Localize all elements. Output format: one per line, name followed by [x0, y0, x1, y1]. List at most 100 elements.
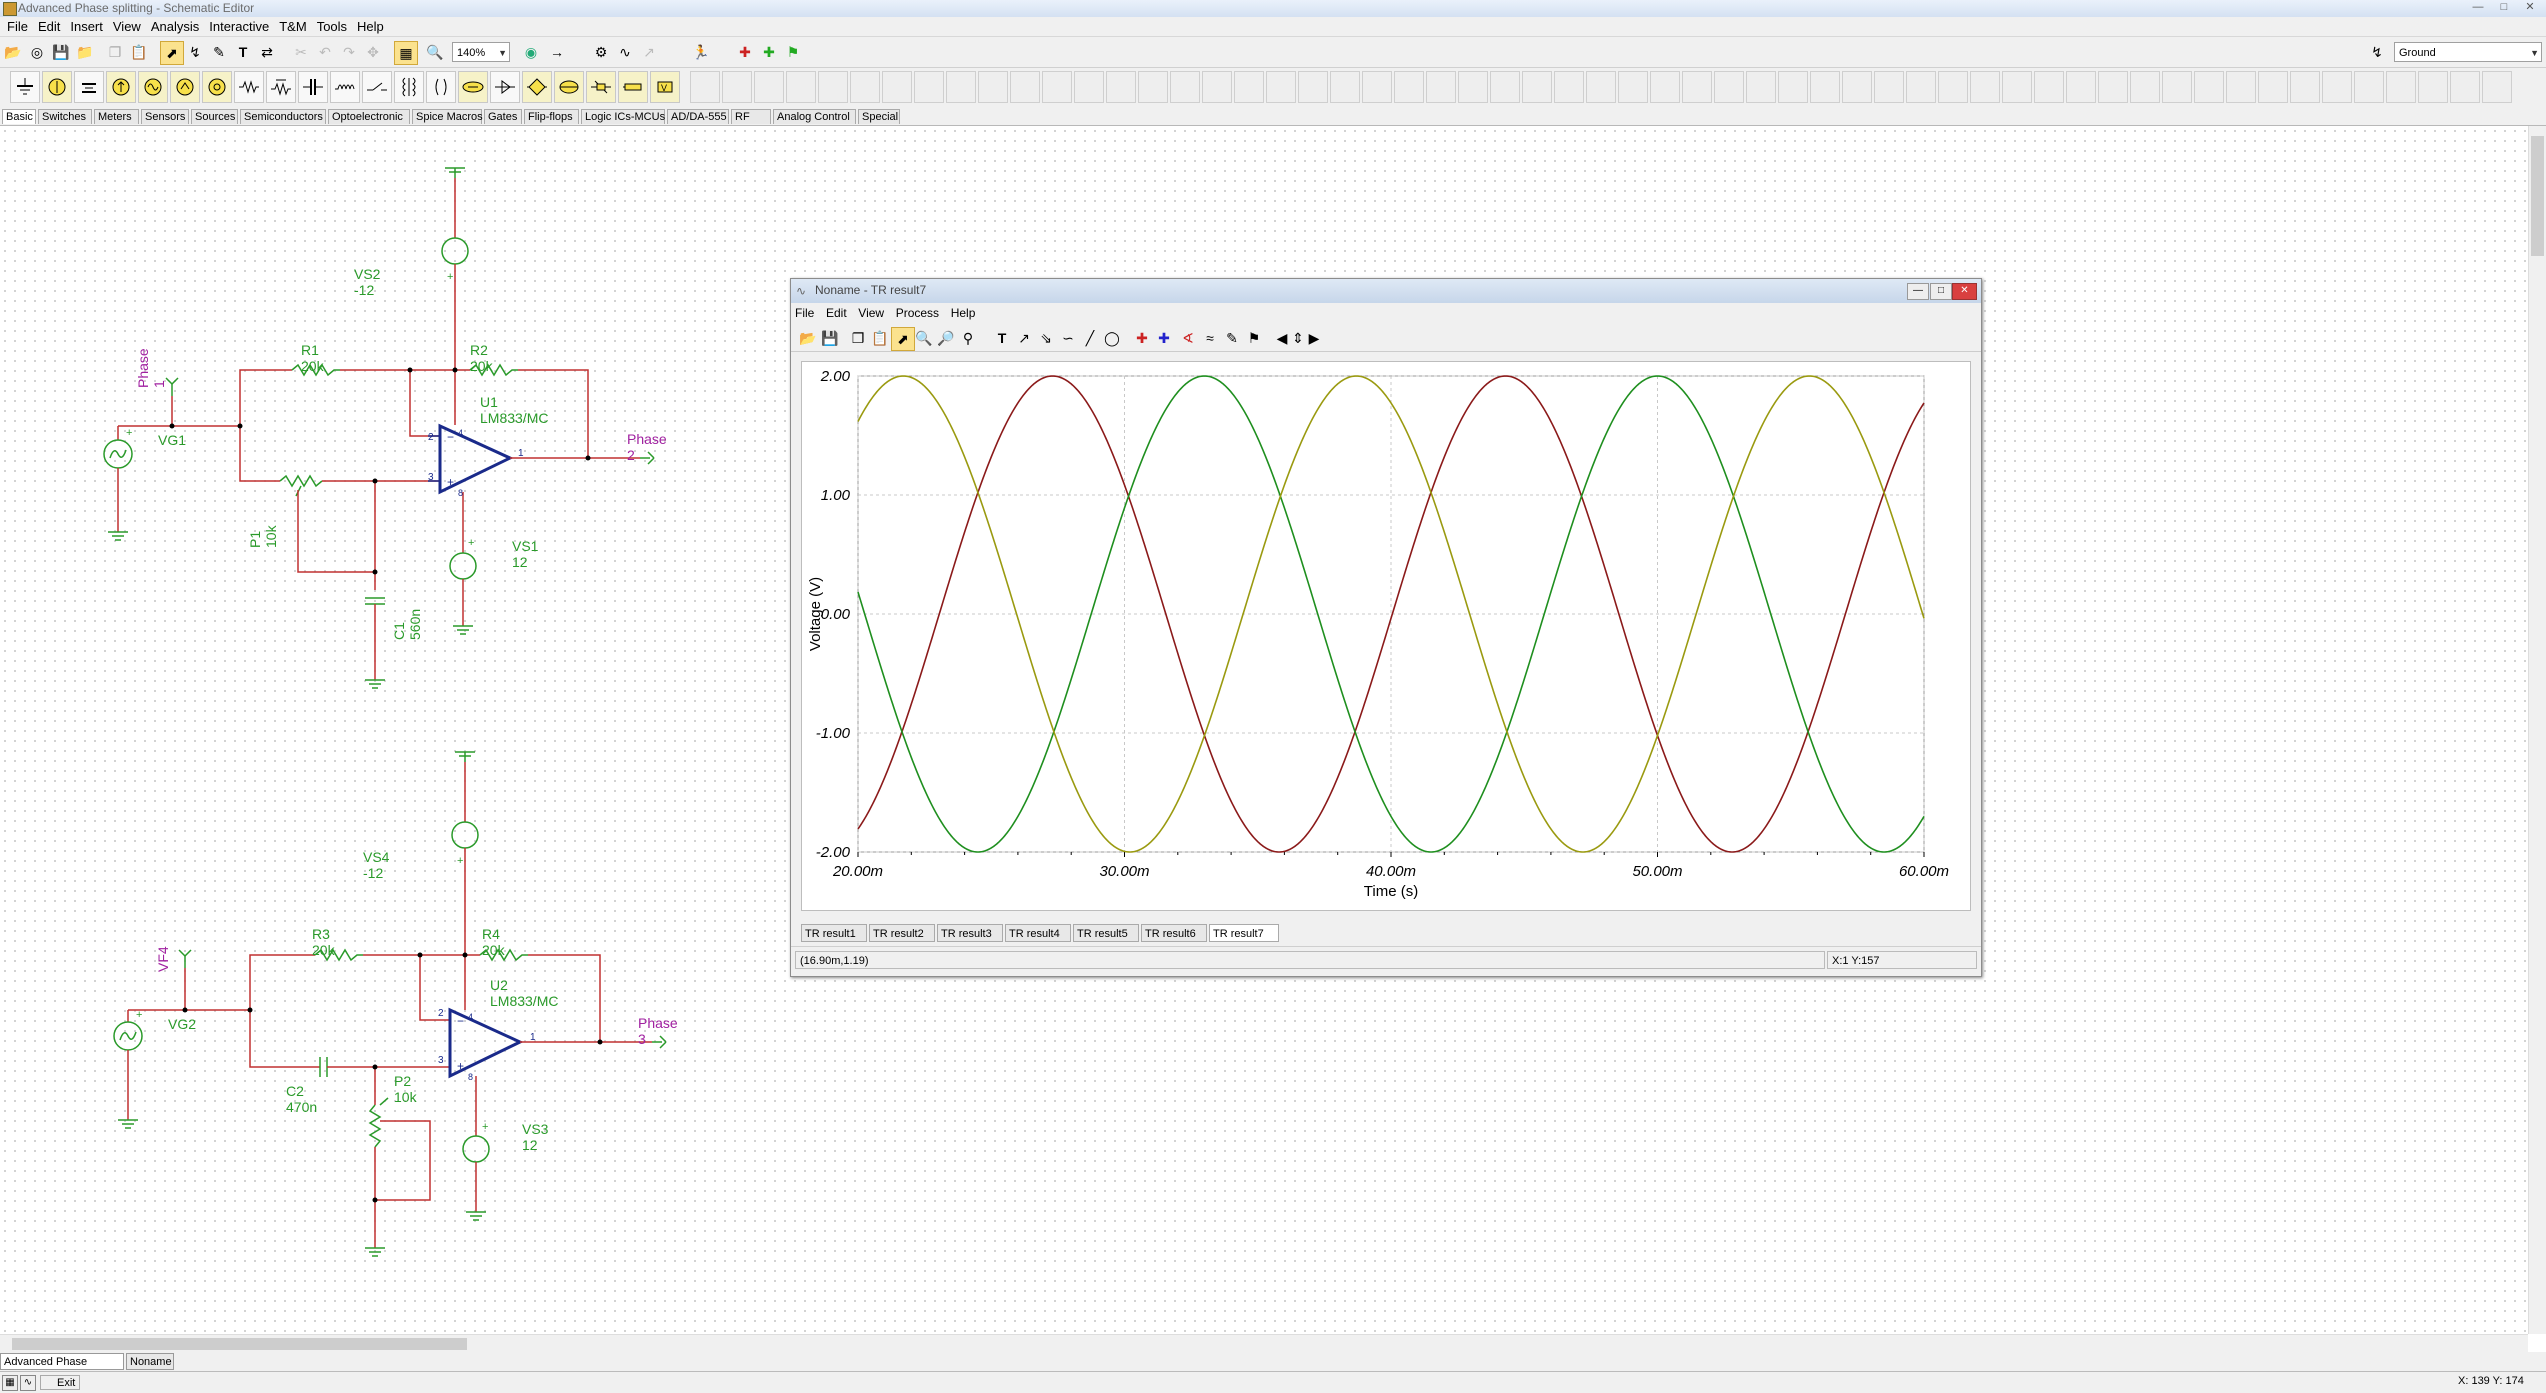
tab-tr-result3[interactable]: TR result3	[937, 924, 1003, 942]
menu-tm[interactable]: T&M	[279, 19, 307, 34]
tab-ad-da[interactable]: AD/DA-555	[667, 109, 729, 124]
tab-tr-result4[interactable]: TR result4	[1005, 924, 1071, 942]
run-icon[interactable]: 🏃	[692, 43, 710, 60]
text-icon[interactable]: T	[238, 44, 248, 60]
bulb-component-icon[interactable]	[554, 71, 584, 103]
tab-semiconductors[interactable]: Semiconductors	[240, 109, 326, 124]
capacitor-component-icon[interactable]	[298, 71, 328, 103]
tr-paste-icon[interactable]: 📋	[871, 329, 889, 346]
horizontal-scrollbar[interactable]	[0, 1334, 2528, 1353]
tab-tr-result7[interactable]: TR result7	[1209, 924, 1279, 942]
tr-zoom-out-icon[interactable]: 🔎	[937, 329, 955, 346]
tr-flag-icon[interactable]: ⚑	[1247, 329, 1261, 346]
r2-resistor[interactable]	[469, 363, 518, 377]
lamp-component-icon[interactable]	[522, 71, 552, 103]
tab-logic-ics[interactable]: Logic ICs-MCUs	[581, 109, 665, 124]
open-folder-icon[interactable]: 📂	[4, 43, 22, 60]
open-web-icon[interactable]: ◎	[30, 43, 44, 60]
tr-menu-view[interactable]: View	[858, 306, 885, 320]
move-icon[interactable]: ✥	[367, 43, 379, 60]
p1-potentiometer[interactable]	[279, 474, 323, 497]
r4-resistor[interactable]	[479, 948, 528, 962]
vs4-source[interactable]	[451, 821, 479, 849]
tr-line-icon[interactable]: ╱	[1085, 329, 1095, 346]
cut-icon[interactable]: ✂	[295, 43, 307, 60]
tab-flip-flops[interactable]: Flip-flops	[524, 109, 579, 124]
menu-tools[interactable]: Tools	[316, 19, 348, 34]
minimize-button[interactable]: —	[2472, 1, 2484, 13]
controlled-source-component-icon[interactable]	[170, 71, 200, 103]
probe-icon[interactable]: →	[550, 44, 564, 60]
meter-component-icon[interactable]	[458, 71, 488, 103]
zoom-icon[interactable]: 🔍	[426, 43, 444, 60]
tr-arrow-icon[interactable]: ↗	[1018, 329, 1030, 346]
r1-resistor[interactable]	[291, 363, 340, 377]
maximize-button[interactable]: □	[2500, 1, 2508, 13]
menu-insert[interactable]: Insert	[70, 19, 103, 34]
marker-green-icon[interactable]: ✚	[763, 43, 775, 60]
tr-menu-help[interactable]: Help	[950, 306, 976, 320]
close-button[interactable]: ✕	[2525, 1, 2535, 13]
switch-component-icon[interactable]	[362, 71, 392, 103]
tr-cursor-a-icon[interactable]: ✚	[1136, 329, 1148, 346]
tr-next-icon[interactable]: ▶	[1308, 329, 1320, 346]
tr-text-icon[interactable]: T	[997, 330, 1007, 346]
label-icon[interactable]: ⇄	[261, 43, 273, 60]
potentiometer-component-icon[interactable]	[266, 71, 296, 103]
menu-edit[interactable]: Edit	[37, 19, 61, 34]
vertical-scrollbar[interactable]	[2528, 126, 2546, 1334]
current-source-component-icon[interactable]	[106, 71, 136, 103]
generator-component-icon[interactable]	[138, 71, 168, 103]
tab-basic[interactable]: Basic	[2, 109, 36, 124]
vs1-source[interactable]	[449, 552, 477, 580]
pen-icon[interactable]: ✎	[213, 43, 225, 60]
tab-special[interactable]: Special	[858, 109, 900, 124]
tr-prev-icon[interactable]: ◀	[1276, 329, 1288, 346]
save-as-icon[interactable]: 📁	[76, 43, 94, 60]
tr-updown-icon[interactable]: ⇕	[1292, 329, 1304, 346]
c2-capacitor[interactable]	[319, 1057, 328, 1077]
diode-component-icon[interactable]	[490, 71, 520, 103]
tab-rf[interactable]: RF	[731, 109, 771, 124]
tr-menu-edit[interactable]: Edit	[825, 306, 847, 320]
paste-icon[interactable]: 📋	[130, 43, 148, 60]
tr-menu-file[interactable]: File	[795, 306, 815, 320]
u1-opamp[interactable]: − +	[428, 423, 514, 495]
dc-analysis-icon[interactable]: ⚙	[594, 43, 608, 60]
menu-file[interactable]: File	[7, 19, 28, 34]
schematic-mode-icon[interactable]: ▦	[2, 1375, 18, 1391]
tr-open-icon[interactable]: 📂	[799, 329, 817, 346]
ground-component-icon[interactable]	[10, 71, 40, 103]
doc-tab-advanced-phase-splitting[interactable]: Advanced Phase splitting	[0, 1353, 124, 1385]
vs2-source[interactable]	[441, 237, 469, 265]
copy-icon[interactable]: ❐	[108, 43, 122, 60]
ammeter-component-icon[interactable]	[618, 71, 648, 103]
tab-gates[interactable]: Gates	[484, 109, 522, 124]
undo-icon[interactable]: ↶	[319, 43, 331, 60]
tr-label-icon[interactable]: ⇘	[1040, 329, 1052, 346]
menu-analysis[interactable]: Analysis	[150, 19, 200, 34]
voltage-source-component-icon[interactable]	[42, 71, 72, 103]
tr-curve-icon[interactable]: ∽	[1062, 329, 1074, 346]
tr-result-window[interactable]: ∿ Noname - TR result7 — □ ✕ File Edit Vi…	[790, 278, 1982, 977]
node-select[interactable]: Ground ▼	[2394, 42, 2542, 62]
tab-tr-result2[interactable]: TR result2	[869, 924, 935, 942]
tab-switches[interactable]: Switches	[38, 109, 92, 124]
tr-select-icon[interactable]: ⬈	[891, 327, 915, 351]
tab-spice-macros[interactable]: Spice Macros	[412, 109, 483, 124]
tr-close-button[interactable]: ✕	[1952, 283, 1977, 300]
tr-window-title-bar[interactable]: ∿ Noname - TR result7 — □ ✕	[791, 279, 1981, 303]
tr-zoom-in-icon[interactable]: 🔍	[915, 329, 933, 346]
zoom-select[interactable]: 140% ▼	[452, 42, 510, 62]
vg2-generator[interactable]	[113, 1021, 143, 1051]
vs3-source[interactable]	[462, 1135, 490, 1163]
tr-zoom-fit-icon[interactable]: ⚲	[962, 329, 974, 346]
voltmeter-component-icon[interactable]: V	[650, 71, 680, 103]
tr-save-icon[interactable]: 💾	[821, 329, 839, 346]
tr-marker-icon[interactable]: ≈	[1206, 330, 1214, 346]
tab-tr-result6[interactable]: TR result6	[1141, 924, 1207, 942]
tab-meters[interactable]: Meters	[94, 109, 139, 124]
vg1-generator[interactable]	[103, 439, 133, 469]
tr-copy-icon[interactable]: ❐	[851, 329, 865, 346]
redo-icon[interactable]: ↷	[343, 43, 355, 60]
